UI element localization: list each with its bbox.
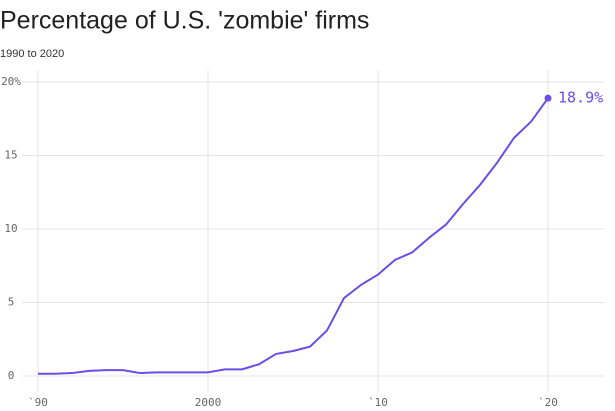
end-point — [544, 94, 552, 102]
y-tick-label: 10 — [4, 222, 17, 235]
x-tick-label: 2000 — [195, 396, 222, 409]
chart-title: Percentage of U.S. 'zombie' firms — [0, 7, 369, 35]
y-tick-label: 15 — [4, 149, 17, 162]
chart-subtitle: 1990 to 2020 — [0, 48, 64, 60]
y-tick-label: 0 — [8, 369, 15, 382]
y-tick-label: 5 — [8, 296, 15, 309]
value-label: 18.9% — [558, 89, 603, 107]
y-tick-label: 20% — [1, 75, 21, 88]
x-tick-label: `20 — [538, 396, 558, 409]
line — [38, 97, 549, 375]
x-tick-label: `10 — [368, 396, 388, 409]
x-tick-label: `90 — [28, 396, 48, 409]
